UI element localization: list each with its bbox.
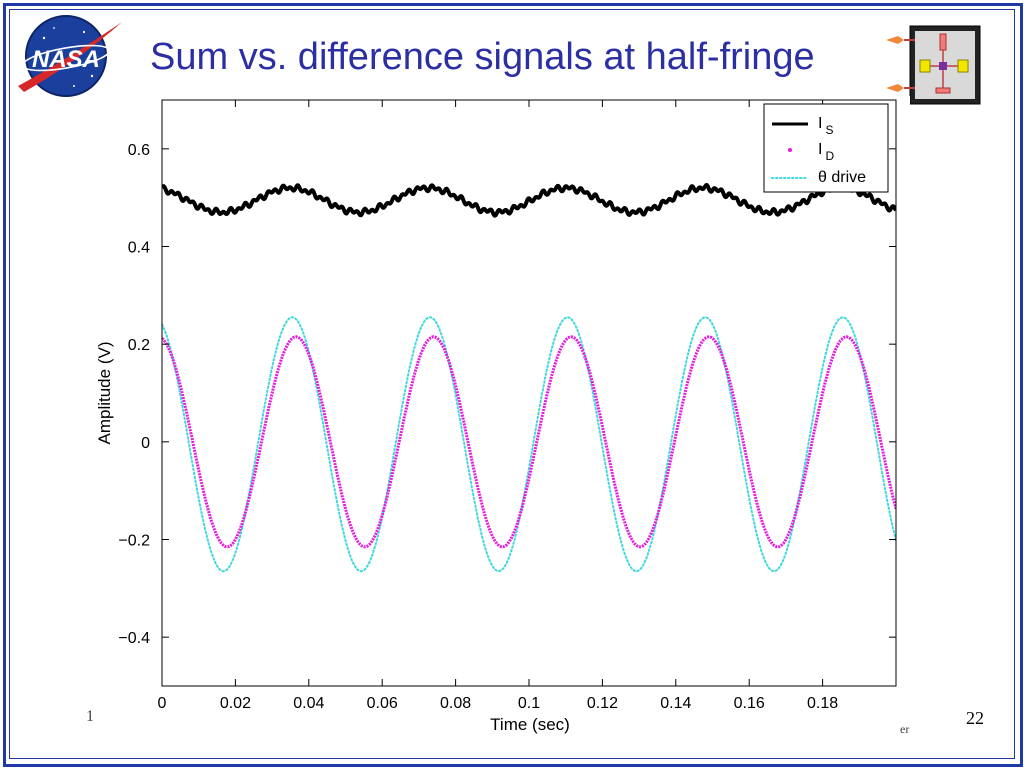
slide-inner-border bbox=[9, 9, 1015, 759]
y-tick-label: 0.2 bbox=[128, 337, 150, 354]
axis-layer: 0 0.02 0.04 0.06 0.08 0.1 0.12 0.14 0.16 0.18 0.6 0… bbox=[118, 100, 896, 712]
x-tick-label: 0.14 bbox=[660, 695, 691, 712]
footer-fragment-right: er bbox=[900, 722, 910, 736]
y-tick-label: 0.6 bbox=[128, 142, 150, 159]
y-tick-label: 0 bbox=[141, 435, 150, 452]
x-tick-label: 0.1 bbox=[518, 695, 540, 712]
x-tick-label: 0.04 bbox=[293, 695, 324, 712]
y-tick-label: −0.4 bbox=[118, 630, 150, 647]
y-axis-label: Amplitude (V) bbox=[95, 342, 114, 445]
slide-title: Sum vs. difference signals at half-fring… bbox=[150, 36, 815, 78]
series-line-2 bbox=[162, 316, 896, 573]
nasa-logo-icon: NASA bbox=[18, 15, 122, 97]
x-axis-label: Time (sec) bbox=[490, 715, 570, 734]
interferometer-device-icon bbox=[886, 25, 981, 105]
series-layer bbox=[162, 182, 896, 573]
page-number: 22 bbox=[966, 708, 984, 728]
x-tick-label: 0.06 bbox=[367, 695, 398, 712]
x-tick-label: 0.16 bbox=[734, 695, 765, 712]
x-tick-label: 0.18 bbox=[807, 695, 838, 712]
legend: I S I D θ drive bbox=[763, 103, 889, 193]
nasa-logo-text: NASA bbox=[32, 46, 100, 73]
x-tick-label: 0 bbox=[158, 695, 167, 712]
footer-fragment-left: 1 bbox=[86, 708, 94, 725]
x-tick-label: 0.08 bbox=[440, 695, 471, 712]
y-tick-label: 0.4 bbox=[128, 240, 150, 257]
chart-background bbox=[90, 96, 910, 736]
legend-swatch-1 bbox=[788, 148, 792, 152]
x-tick-label: 0.12 bbox=[587, 695, 618, 712]
series-line-0 bbox=[162, 182, 896, 218]
series-line-1 bbox=[162, 335, 896, 549]
slide-border bbox=[3, 3, 1023, 767]
legend-label-2: θ drive bbox=[818, 169, 866, 186]
y-tick-label: −0.2 bbox=[118, 533, 150, 550]
x-tick-label: 0.02 bbox=[220, 695, 251, 712]
